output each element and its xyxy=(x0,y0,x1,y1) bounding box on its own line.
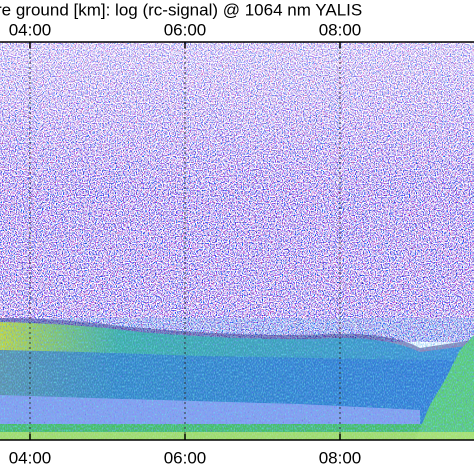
layer-texture xyxy=(0,318,474,440)
heatmap-image xyxy=(0,42,474,440)
x-tick-label: 06:00 xyxy=(164,20,207,39)
x-tick-label: 04:00 xyxy=(9,20,52,39)
x-tick-label: 08:00 xyxy=(319,448,362,467)
x-tick-label: 08:00 xyxy=(319,20,362,39)
x-tick-label: 04:00 xyxy=(9,448,52,467)
ground-bright xyxy=(0,432,474,440)
chart-title: re ground [km]: log (rc-signal) @ 1064 n… xyxy=(0,0,362,19)
noise-fade xyxy=(0,42,474,192)
x-tick-label: 06:00 xyxy=(164,448,207,467)
